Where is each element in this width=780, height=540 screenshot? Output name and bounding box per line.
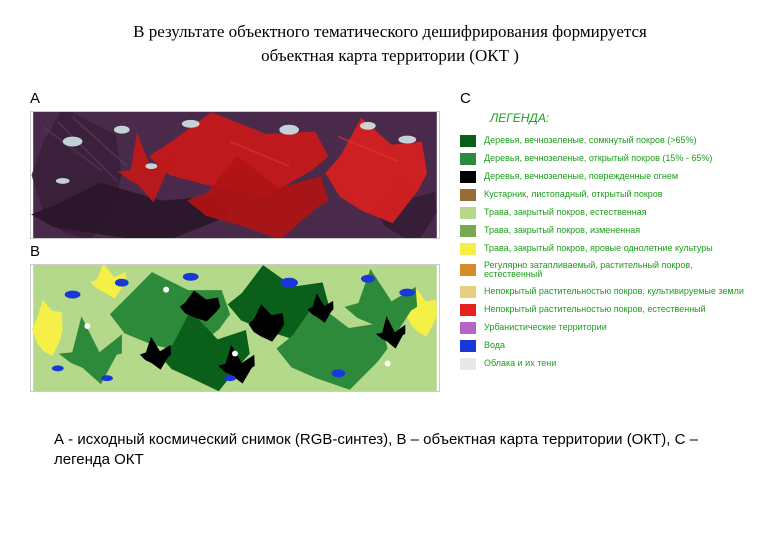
- legend-swatch: [460, 135, 476, 147]
- legend-label: Регулярно затапливаемый, растительный по…: [484, 261, 750, 281]
- legend-label: Непокрытый растительностью покров, естес…: [484, 305, 706, 315]
- legend-label: Облака и их тени: [484, 359, 556, 369]
- legend-label: Кустарник, листопадный, открытый покров: [484, 190, 663, 200]
- panel-a-satellite: [30, 111, 440, 239]
- legend-column: C ЛЕГЕНДА: Деревья, вечнозеленые, сомкну…: [460, 86, 750, 371]
- legend-swatch: [460, 340, 476, 352]
- legend-item: Облака и их тени: [460, 358, 750, 370]
- legend-item: Трава, закрытый покров, естественная: [460, 207, 750, 219]
- legend-label: Вода: [484, 341, 505, 351]
- legend-item: Непокрытый растительностью покров, естес…: [460, 304, 750, 316]
- legend-item: Урбанистические территории: [460, 322, 750, 334]
- title-line1: В результате объектного тематического де…: [30, 20, 750, 44]
- label-a: A: [30, 90, 440, 107]
- legend-swatch: [460, 189, 476, 201]
- legend-item: Трава, закрытый покров, измененная: [460, 225, 750, 237]
- label-b: B: [30, 243, 440, 260]
- maps-column: A B: [30, 86, 440, 392]
- legend-item: Кустарник, листопадный, открытый покров: [460, 189, 750, 201]
- legend-swatch: [460, 207, 476, 219]
- legend-item: Деревья, вечнозеленые, открытый покров (…: [460, 153, 750, 165]
- legend-swatch: [460, 153, 476, 165]
- page-title: В результате объектного тематического де…: [30, 20, 750, 68]
- legend-title: ЛЕГЕНДА:: [460, 111, 750, 125]
- label-c: C: [460, 90, 750, 107]
- legend-label: Трава, закрытый покров, измененная: [484, 226, 640, 236]
- title-line2: объектная карта территории (ОКТ ): [30, 44, 750, 68]
- panel-b-classified: [30, 264, 440, 392]
- legend-list: Деревья, вечнозеленые, сомкнутый покров …: [460, 135, 750, 371]
- legend-swatch: [460, 304, 476, 316]
- legend-swatch: [460, 225, 476, 237]
- legend-label: Трава, закрытый покров, естественная: [484, 208, 647, 218]
- legend-item: Непокрытый растительностью покров, культ…: [460, 286, 750, 298]
- caption: А - исходный космический снимок (RGB-син…: [30, 430, 750, 471]
- legend-swatch: [460, 171, 476, 183]
- legend-swatch: [460, 286, 476, 298]
- legend-item: Регулярно затапливаемый, растительный по…: [460, 261, 750, 281]
- legend-swatch: [460, 358, 476, 370]
- legend-item: Деревья, вечнозеленые, поврежденные огне…: [460, 171, 750, 183]
- legend-swatch: [460, 322, 476, 334]
- legend-item: Вода: [460, 340, 750, 352]
- legend-item: Деревья, вечнозеленые, сомкнутый покров …: [460, 135, 750, 147]
- legend-label: Деревья, вечнозеленые, сомкнутый покров …: [484, 136, 697, 146]
- legend-label: Непокрытый растительностью покров, культ…: [484, 287, 744, 297]
- legend-label: Деревья, вечнозеленые, поврежденные огне…: [484, 172, 678, 182]
- legend-label: Урбанистические территории: [484, 323, 607, 333]
- legend-label: Деревья, вечнозеленые, открытый покров (…: [484, 154, 712, 164]
- legend-item: Трава, закрытый покров, яровые однолетни…: [460, 243, 750, 255]
- legend-swatch: [460, 243, 476, 255]
- legend-swatch: [460, 264, 476, 276]
- legend-label: Трава, закрытый покров, яровые однолетни…: [484, 244, 713, 254]
- content-row: A B C ЛЕГЕНДА: Деревья, вечнозеленые, со…: [30, 86, 750, 392]
